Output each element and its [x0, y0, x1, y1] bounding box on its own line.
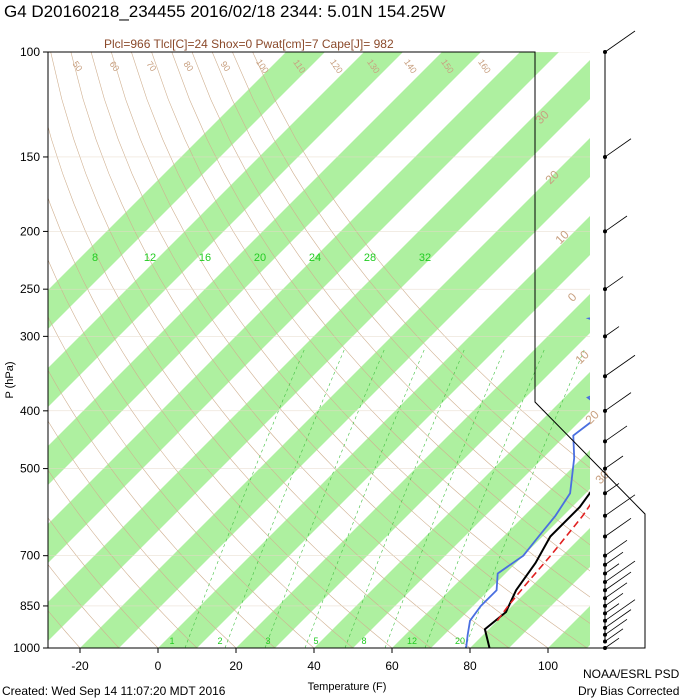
x-tick-label: 0 [155, 659, 162, 673]
moist-adiabat [384, 347, 506, 648]
wind-barb [604, 628, 624, 642]
mixing-ratio-label: 20 [254, 252, 266, 264]
isotherm-band [158, 216, 590, 648]
bottom-mixing-label: 1 [169, 636, 174, 646]
wind-barb [604, 609, 632, 629]
bottom-mixing-label: 2 [217, 636, 222, 646]
bottom-mixing-label: 12 [407, 636, 417, 646]
isotherm-label: 10 [572, 347, 592, 367]
mixing-ratio-label: 28 [364, 252, 376, 264]
mixing-ratio-label: 16 [199, 252, 211, 264]
moist-adiabat [424, 347, 546, 648]
y-tick-label: 300 [20, 329, 40, 343]
bias-note: Dry Bias Corrected [578, 684, 680, 698]
wind-barb [604, 517, 632, 537]
wind-barb [604, 425, 628, 442]
wind-barb [604, 603, 620, 614]
mixing-ratio-label: 24 [309, 252, 321, 264]
chart-title: G4 D20160218_234455 2016/02/18 2344: 5.0… [4, 2, 446, 21]
dewpoint-line [465, 317, 590, 648]
theta-label: 50 [70, 59, 84, 73]
wind-barb [604, 483, 620, 494]
y-tick-label: 500 [20, 462, 40, 476]
wind-barb [604, 637, 620, 649]
x-tick-label: 40 [307, 659, 321, 673]
y-tick-label: 200 [20, 224, 40, 238]
wind-barb [604, 326, 620, 337]
mixing-ratio-label: 12 [144, 252, 156, 264]
isotherm-band [48, 52, 559, 563]
wind-barb [604, 618, 628, 636]
y-tick-label: 700 [20, 549, 40, 563]
wind-barb [604, 455, 624, 469]
x-tick-label: 60 [385, 659, 399, 673]
wind-barb [604, 563, 620, 574]
wind-barb [604, 571, 632, 591]
org-label: NOAA/ESRL PSD [583, 667, 680, 681]
wind-barb [604, 551, 624, 566]
isotherm-band [48, 60, 590, 641]
chart-subtitle: Plcl=966 Tlcl[C]=24 Shox=0 Pwat[cm]=7 Ca… [104, 37, 394, 51]
created-timestamp: Created: Wed Sep 14 11:07:20 MDT 2016 [2, 684, 226, 698]
y-tick-label: 100 [20, 45, 40, 59]
theta-label: 80 [181, 59, 195, 73]
wind-barb [604, 494, 636, 517]
y-tick-label: 850 [20, 599, 40, 613]
wind-barb [604, 539, 628, 557]
y-tick-label: 250 [20, 282, 40, 296]
wind-barb [604, 599, 636, 622]
y-tick-label: 150 [20, 150, 40, 164]
y-axis-label: P (hPa) [4, 361, 16, 398]
isotherm-band [626, 0, 700, 648]
isotherm-band [236, 294, 590, 648]
bottom-mixing-label: 8 [361, 636, 366, 646]
moist-adiabat [304, 347, 426, 648]
x-tick-label: -20 [71, 659, 89, 673]
mixing-ratio-label: 8 [92, 252, 98, 264]
wind-barb [604, 560, 636, 583]
theta-label: 70 [144, 59, 158, 73]
bottom-mixing-label: 3 [265, 636, 270, 646]
wind-barb [604, 582, 628, 599]
bottom-mixing-label: 5 [313, 636, 318, 646]
isotherm-band [548, 606, 590, 648]
wind-barb [604, 354, 636, 377]
x-axis-label: Temperature (F) [308, 681, 387, 693]
moist-adiabat [184, 347, 306, 648]
wind-barb [604, 30, 636, 53]
x-tick-label: 20 [229, 659, 243, 673]
x-tick-label: 80 [463, 659, 477, 673]
bottom-mixing-label: 20 [455, 636, 465, 646]
moist-adiabat [224, 347, 346, 648]
x-tick-label: 100 [538, 659, 558, 673]
moist-adiabat [344, 347, 466, 648]
mixing-ratio-label: 32 [419, 252, 431, 264]
wind-barb [604, 392, 632, 412]
isotherm-band [314, 372, 590, 648]
theta-label: 60 [107, 59, 121, 73]
y-tick-label: 1000 [13, 641, 40, 655]
temperature-line [483, 491, 590, 648]
wind-barb [604, 138, 632, 158]
moist-adiabat [264, 347, 386, 648]
wind-barb [604, 593, 624, 607]
wind-barb [604, 276, 624, 290]
isotherm-band [48, 52, 481, 485]
theta-label: 90 [218, 59, 232, 73]
isotherm-band [80, 138, 590, 648]
isotherm-label: 0 [565, 290, 580, 305]
y-tick-label: 400 [20, 404, 40, 418]
wind-barb [604, 215, 628, 232]
isotherm-band [48, 52, 403, 407]
